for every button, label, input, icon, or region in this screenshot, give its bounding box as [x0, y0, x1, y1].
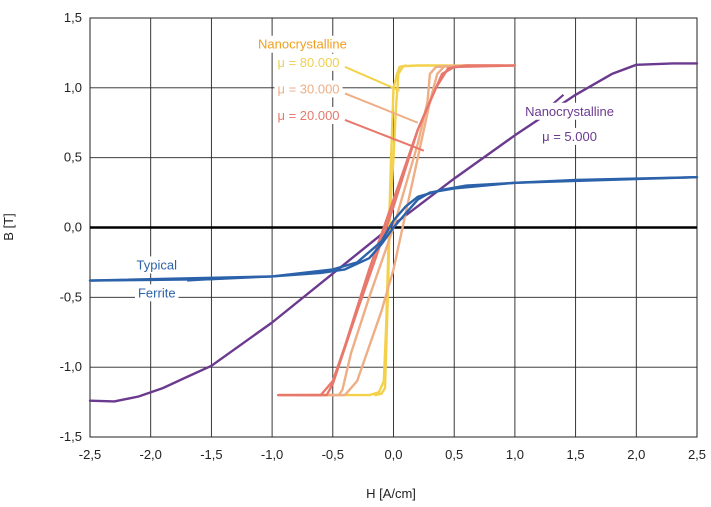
annotation-label: μ = 30.000 [277, 81, 339, 96]
x-tick-label: 0,0 [384, 447, 402, 462]
x-axis-title: H [A/cm] [366, 486, 416, 501]
x-tick-label: -1,5 [200, 447, 222, 462]
annotation-background [134, 284, 179, 302]
x-tick-label: -2,5 [79, 447, 101, 462]
annotations: Nanocrystalline μ = 80.000 μ = 30.000 μ = 2… [133, 35, 617, 302]
x-tick-label: 2,0 [627, 447, 645, 462]
y-tick-label: 0,0 [64, 220, 82, 235]
annotation-label: Nanocrystalline [525, 104, 614, 119]
annotation-background [274, 53, 343, 71]
annotation-background [133, 256, 181, 274]
callout-line [187, 276, 248, 282]
annotation-label: Nanocrystalline [258, 37, 347, 52]
series-line [277, 64, 517, 397]
annotation-background [539, 127, 600, 145]
x-tick-label: 2,5 [688, 447, 706, 462]
series-line [88, 176, 699, 282]
annotation-label: Typical [137, 257, 178, 272]
annotation-label: Ferrite [138, 285, 176, 300]
series-group [88, 62, 699, 403]
callout-line [344, 92, 419, 124]
y-tick-label: 1,0 [64, 80, 82, 95]
series-line [88, 62, 699, 403]
callout-line [344, 119, 425, 152]
annotation-background [255, 35, 350, 53]
annotation-background [274, 80, 343, 98]
x-tick-label: 1,0 [506, 447, 524, 462]
y-tick-label: -0,5 [60, 289, 82, 304]
annotation-label: μ = 20.000 [277, 108, 339, 123]
annotation-label: μ = 80.000 [277, 55, 339, 70]
y-tick-label: 1,5 [64, 10, 82, 25]
annotation-label: μ = 5.000 [542, 129, 597, 144]
series-line [295, 64, 468, 397]
y-tick-label: -1,5 [60, 429, 82, 444]
series-line [374, 64, 468, 397]
annotation-background [522, 102, 617, 120]
x-tick-label: 0,5 [445, 447, 463, 462]
y-tick-label: 0,5 [64, 150, 82, 165]
y-tick-label: -1,0 [60, 359, 82, 374]
x-tick-label: -1,0 [261, 447, 283, 462]
x-tick-label: -0,5 [322, 447, 344, 462]
annotation-background [274, 106, 343, 124]
tick-labels: -2,5 -2,0 -1,5 -1,0 -0,5 0,0 0,5 1,0 1,5 2,0 2,5 -1… [60, 10, 706, 462]
x-tick-label: -2,0 [139, 447, 161, 462]
y-axis-title: B [T] [1, 213, 16, 240]
grid [89, 17, 698, 438]
callout-line [344, 65, 400, 92]
x-tick-label: 1,5 [567, 447, 585, 462]
